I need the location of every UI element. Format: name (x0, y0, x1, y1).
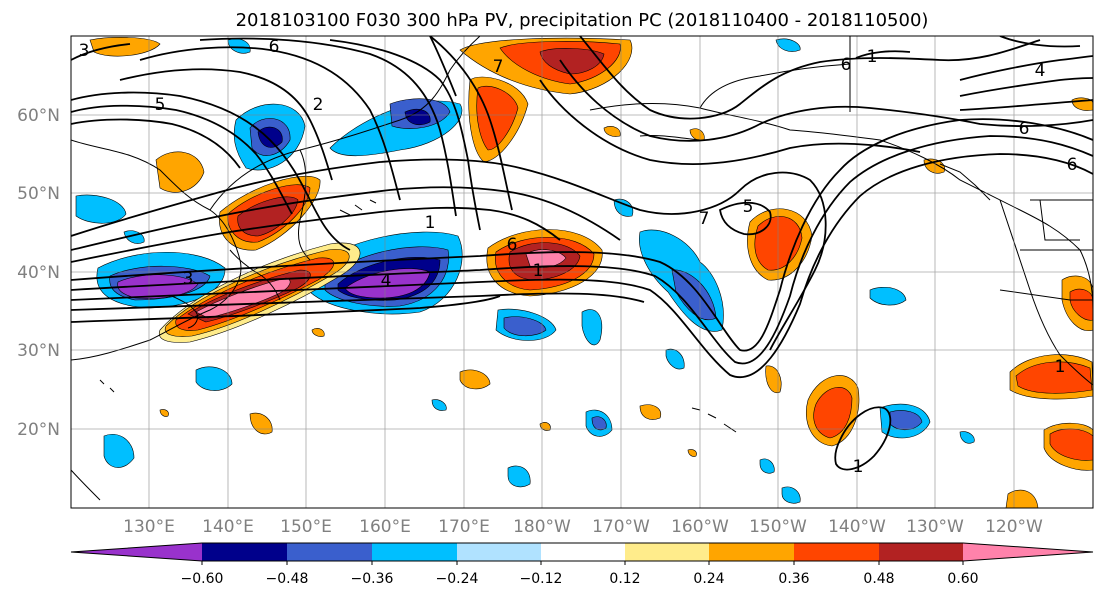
lon-label: 170°E (438, 517, 490, 537)
contour-label: 6 (841, 55, 852, 75)
contour-label: 7 (699, 209, 710, 229)
contour-label: 7 (493, 57, 504, 77)
colorbar-tick-label: 0.12 (609, 571, 640, 587)
lat-label: 40°N (17, 263, 60, 283)
colorbar-cells (70, 542, 1094, 562)
colorbar-tick-label: 0.60 (947, 571, 978, 587)
lon-label: 130°E (123, 517, 175, 537)
colorbar-cell (794, 543, 879, 561)
colorbar-cell (287, 543, 372, 561)
lon-label: 140°E (202, 517, 254, 537)
colorbar: −0.60 −0.48 −0.36 −0.24 −0.12 0.12 0.24 … (70, 542, 1094, 587)
lat-label: 50°N (17, 184, 60, 204)
contour-label: 2 (313, 95, 324, 115)
colorbar-tick-label: 0.36 (778, 571, 809, 587)
map-panel: 3 6 5 2 1 3 6 7 1 4 6 1 5 7 6 1 4 6 1 (70, 35, 1094, 509)
pv-contours (71, 36, 1093, 471)
contour-label: 3 (79, 41, 90, 61)
contour-label: 5 (155, 95, 166, 115)
colorbar-cell (202, 543, 287, 561)
lon-label: 140°W (828, 517, 886, 537)
lon-label: 160°E (359, 517, 411, 537)
colorbar-tick-label: 0.48 (863, 571, 894, 587)
contour-label: 6 (1019, 119, 1030, 139)
longitude-labels: 130°E 140°E 150°E 160°E 170°E 180°W 170°… (123, 517, 1043, 537)
contour-label: 6 (1067, 155, 1078, 175)
lon-label: 170°W (592, 517, 650, 537)
colorbar-tick-label: −0.48 (266, 571, 309, 587)
colorbar-cell (625, 543, 709, 561)
lon-label: 180°W (513, 517, 571, 537)
contour-label: 1 (1055, 357, 1066, 377)
contour-label: 6 (269, 37, 280, 57)
colorbar-tick-label: 0.24 (693, 571, 724, 587)
map-title: 2018103100 F030 300 hPa PV, precipitatio… (236, 10, 929, 31)
colorbar-tick-labels: −0.60 −0.48 −0.36 −0.24 −0.12 0.12 0.24 … (181, 571, 979, 587)
contour-label: 1 (425, 213, 436, 233)
colorbar-cell-min-extend (71, 543, 202, 561)
contour-label: 5 (743, 197, 754, 217)
colorbar-cell (541, 543, 625, 561)
lon-label: 160°W (671, 517, 729, 537)
colorbar-cell-max-extend (963, 543, 1093, 561)
lat-label: 60°N (17, 106, 60, 126)
colorbar-cell (457, 543, 541, 561)
colorbar-cell (709, 543, 794, 561)
pv-contour-labels: 3 6 5 2 1 3 6 7 1 4 6 1 5 7 6 1 4 6 1 (79, 37, 1078, 477)
colorbar-tick-label: −0.24 (436, 571, 479, 587)
latitude-labels: 60°N 50°N 40°N 30°N 20°N (17, 106, 60, 440)
colorbar-tick-label: −0.12 (520, 571, 563, 587)
lon-label: 150°E (280, 517, 332, 537)
contour-label: 3 (183, 269, 194, 289)
lat-label: 20°N (17, 420, 60, 440)
colorbar-cell (372, 543, 457, 561)
colorbar-ticks (201, 561, 964, 565)
lon-label: 120°W (985, 517, 1043, 537)
contour-label: 1 (867, 47, 878, 67)
lon-label: 130°W (906, 517, 964, 537)
lon-label: 150°W (749, 517, 807, 537)
colorbar-tick-label: −0.36 (351, 571, 394, 587)
lat-label: 30°N (17, 341, 60, 361)
contour-label: 1 (853, 457, 864, 477)
colorbar-tick-label: −0.60 (181, 571, 224, 587)
contour-label: 6 (507, 235, 518, 255)
colorbar-cell (879, 543, 963, 561)
contour-label: 4 (1035, 61, 1046, 81)
contour-label: 1 (533, 261, 544, 281)
contour-label: 4 (381, 271, 392, 291)
